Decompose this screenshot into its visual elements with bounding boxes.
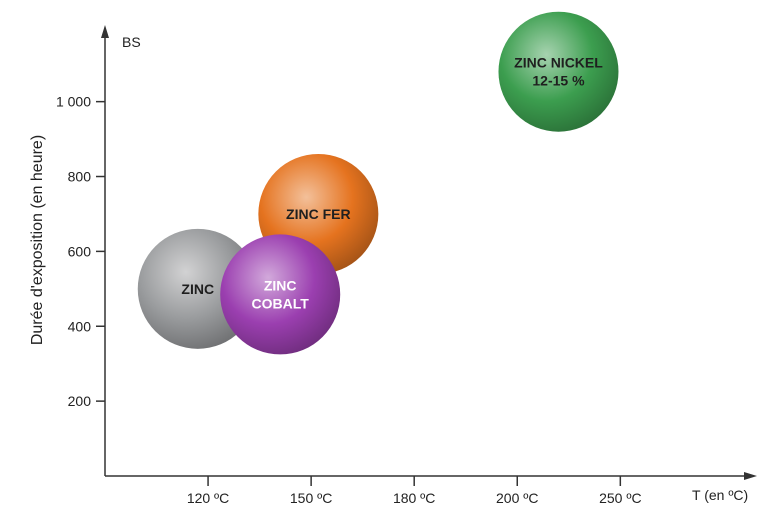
x-tick-label: 120 ºC — [187, 490, 229, 506]
axes — [101, 25, 757, 480]
x-tick-label: 180 ºC — [393, 490, 435, 506]
y-axis-arrow — [101, 25, 109, 38]
bubble-label: 12-15 % — [532, 73, 585, 89]
x-tick-label: 150 ºC — [290, 490, 332, 506]
y-ticks: 200 400 600 800 1 000 — [56, 94, 105, 409]
bubble-label: ZINC — [264, 277, 297, 293]
y-unit-label: BS — [122, 34, 141, 50]
y-tick-label: 600 — [68, 243, 92, 259]
bubble — [498, 11, 619, 132]
x-tick-label: 250 ºC — [599, 490, 641, 506]
x-axis-title: T (en ºC) — [692, 487, 748, 503]
y-tick-label: 400 — [68, 318, 92, 334]
bubble-label: ZINC FER — [286, 206, 351, 222]
bubble-label: COBALT — [252, 295, 310, 311]
y-tick-label: 200 — [68, 393, 92, 409]
y-axis-title: Durée d'exposition (en heure) — [29, 135, 46, 345]
x-ticks: 120 ºC 150 ºC 180 ºC 200 ºC 250 ºC — [187, 476, 642, 506]
x-axis-arrow — [744, 472, 757, 480]
bubble-label: ZINC NICKEL — [514, 55, 603, 71]
y-tick-label: 800 — [68, 169, 92, 185]
bubbles-layer: ZINC ZINC FER ZINC COBALT ZINC NICKEL 12-15 % — [137, 11, 619, 355]
bubble — [220, 234, 341, 355]
bubble-label: ZINC — [181, 281, 214, 297]
y-tick-label: 1 000 — [56, 94, 91, 110]
x-tick-label: 200 ºC — [496, 490, 538, 506]
